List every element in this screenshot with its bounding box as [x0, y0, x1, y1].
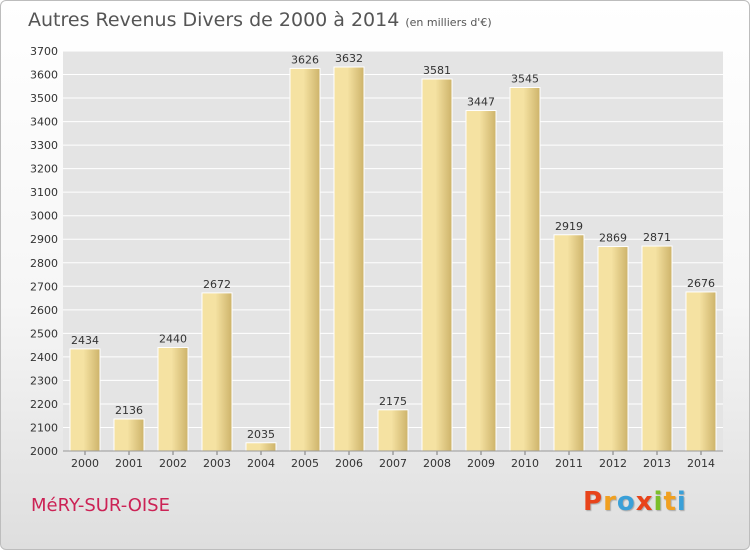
x-tick-label: 2005 [291, 457, 319, 470]
x-tick-label: 2007 [379, 457, 407, 470]
x-tick-label: 2009 [467, 457, 495, 470]
data-label: 2035 [247, 428, 275, 441]
y-tick-label: 3500 [30, 92, 58, 105]
logo-letter: x [635, 487, 654, 517]
x-tick-label: 2014 [687, 457, 715, 470]
y-tick-label: 3300 [30, 139, 58, 152]
y-tick-label: 2900 [30, 233, 58, 246]
data-label: 2136 [115, 404, 143, 417]
data-label: 3545 [511, 72, 539, 85]
bar [289, 67, 321, 452]
x-tick-label: 2004 [247, 457, 275, 470]
x-tick-label: 2011 [555, 457, 583, 470]
logo-letter: i [653, 487, 664, 517]
x-tick-label: 2006 [335, 457, 363, 470]
data-label: 2676 [687, 277, 715, 290]
bar [641, 245, 673, 452]
bar [377, 409, 409, 452]
data-label: 3581 [423, 64, 451, 77]
bar [333, 66, 365, 452]
y-tick-label: 2800 [30, 257, 58, 270]
x-axis: 2000 2001 2002 2003 2004 2005 2006 2007 2008 2009… [63, 450, 723, 470]
data-label: 2440 [159, 332, 187, 345]
y-tick-label: 3600 [30, 69, 58, 82]
bar [113, 418, 145, 452]
data-label: 2434 [71, 334, 99, 347]
bar [69, 348, 101, 452]
y-tick-label: 3100 [30, 186, 58, 199]
x-tick-label: 2000 [71, 457, 99, 470]
data-label: 3447 [467, 96, 495, 109]
data-label: 2869 [599, 232, 627, 245]
y-axis: 2000 2100 2200 2300 2400 2500 2600 2700 2800 2900… [30, 45, 58, 458]
y-tick-label: 2600 [30, 304, 58, 317]
x-tick-label: 2010 [511, 457, 539, 470]
bar [553, 234, 585, 452]
logo-letter: r [603, 487, 617, 517]
bar [201, 292, 233, 452]
y-tick-label: 3400 [30, 116, 58, 129]
logo-letter: i [676, 487, 687, 517]
y-tick-label: 2300 [30, 374, 58, 387]
proxiti-logo: Proxiti [583, 487, 687, 517]
data-label: 2871 [643, 231, 671, 244]
y-tick-label: 2700 [30, 280, 58, 293]
x-tick-label: 2013 [643, 457, 671, 470]
bar [421, 78, 453, 452]
chart-title: Autres Revenus Divers de 2000 à 2014 (en … [28, 9, 492, 31]
logo-letter: t [663, 487, 677, 517]
bar [509, 86, 541, 452]
y-tick-label: 3200 [30, 163, 58, 176]
y-tick-label: 2500 [30, 327, 58, 340]
y-tick-label: 2000 [30, 445, 58, 458]
data-label: 2919 [555, 220, 583, 233]
x-tick-label: 2001 [115, 457, 143, 470]
bar [245, 442, 277, 452]
y-tick-label: 2100 [30, 421, 58, 434]
unit-label: (en milliers d'€) [405, 16, 492, 29]
logo-letter: o [616, 487, 636, 517]
bar [597, 246, 629, 452]
bars: 2434 2136 2440 2672 2035 3626 3632 2175 3581 3447… [69, 52, 717, 452]
data-label: 3632 [335, 52, 363, 65]
data-label: 2672 [203, 278, 231, 291]
data-label: 3626 [291, 53, 319, 66]
chart-title-text: Autres Revenus Divers de 2000 à 2014 [28, 9, 400, 31]
data-label: 2175 [379, 395, 407, 408]
x-tick-label: 2012 [599, 457, 627, 470]
bar [157, 346, 189, 452]
bar [465, 110, 497, 452]
x-tick-label: 2002 [159, 457, 187, 470]
y-tick-label: 3000 [30, 210, 58, 223]
bar [685, 291, 717, 452]
x-tick-label: 2003 [203, 457, 231, 470]
x-tick-label: 2008 [423, 457, 451, 470]
y-tick-label: 3700 [30, 45, 58, 58]
place-name: MéRY-SUR-OISE [31, 495, 170, 516]
y-tick-label: 2200 [30, 398, 58, 411]
logo-letter: P [583, 487, 604, 517]
y-tick-label: 2400 [30, 351, 58, 364]
